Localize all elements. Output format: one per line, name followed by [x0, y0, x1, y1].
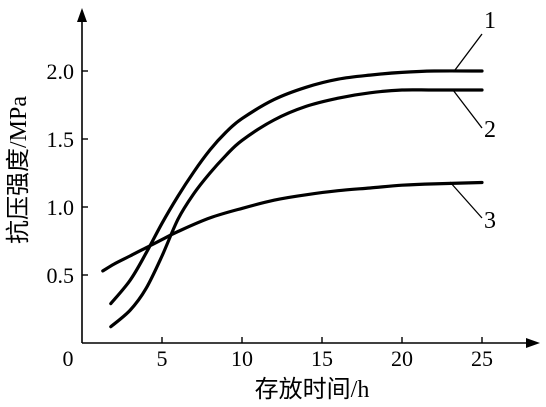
x-tick-label: 15 — [311, 346, 333, 371]
series-line-2 — [109, 88, 484, 329]
origin-label: 0 — [63, 346, 74, 371]
y-tick-label: 1.5 — [47, 127, 75, 152]
x-tick-label: 5 — [157, 346, 168, 371]
curve-label-1: 1 — [484, 8, 496, 34]
curve-label-3: 3 — [484, 208, 496, 234]
series-line-3 — [101, 180, 484, 273]
x-tick-label: 20 — [391, 346, 413, 371]
y-tick-label: 0.5 — [47, 263, 75, 288]
x-axis-label: 存放时间/h — [255, 376, 370, 403]
axes — [77, 8, 540, 348]
curve-label-2: 2 — [484, 117, 496, 143]
y-axis-arrow — [77, 8, 87, 22]
callout-leader-1 — [454, 33, 483, 71]
x-axis-arrow — [526, 338, 540, 348]
series-line-1 — [109, 69, 484, 306]
y-tick-label: 2.0 — [47, 59, 75, 84]
y-tick-label: 1.0 — [47, 195, 75, 220]
ticks: 5 10 15 20 250.51.01.52.0 — [47, 59, 494, 371]
callout-leader-3 — [449, 181, 483, 219]
curve-labels: 1 2 3 — [449, 8, 496, 234]
x-tick-label: 25 — [471, 346, 493, 371]
y-axis-label: 抗压强度/MPa — [5, 96, 32, 244]
x-tick-label: 10 — [231, 346, 253, 371]
series-lines — [101, 69, 484, 329]
callout-leader-2 — [452, 89, 483, 129]
